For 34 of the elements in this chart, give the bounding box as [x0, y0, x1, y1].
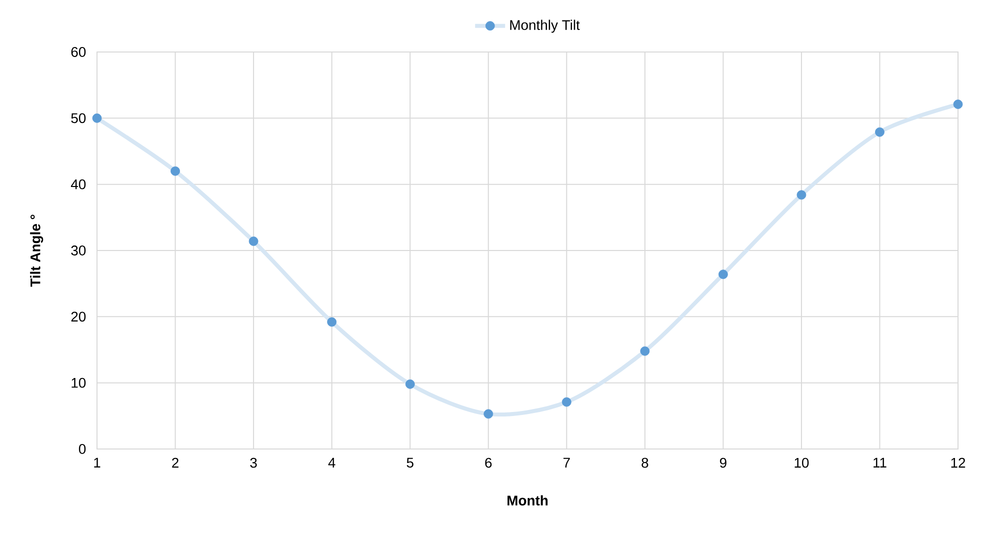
point [953, 100, 963, 109]
x-axis-title: Month [508, 495, 548, 506]
point [562, 397, 572, 407]
x-tick-label: 2 [172, 458, 178, 468]
x-tick-label: 11 [874, 458, 886, 468]
x-tick-label: 10 [794, 458, 809, 468]
point [875, 127, 884, 137]
point [248, 236, 258, 246]
y-tick-label: 50 [71, 113, 86, 124]
x-tick-label: 7 [563, 458, 570, 468]
y-tick-label: 60 [71, 47, 86, 57]
x-tick-label: 9 [720, 458, 726, 468]
y-tick-label: 10 [72, 378, 86, 388]
x-tick-label: 4 [328, 458, 336, 468]
point [92, 113, 102, 123]
x-tick-label: 1 [94, 458, 100, 468]
x-tick-label: 12 [951, 458, 966, 468]
point [327, 317, 337, 327]
y-tick-label: 0 [78, 444, 86, 454]
point [640, 346, 650, 356]
point [405, 379, 415, 389]
y-tick-label: 20 [71, 312, 86, 322]
y-axis-title: Tilt Angle ° [30, 214, 44, 287]
point [796, 190, 806, 200]
y-tick-label: 40 [70, 179, 86, 190]
legend-label: Monthly Tilt [510, 20, 580, 33]
x-tick-label: 6 [485, 458, 492, 468]
point [718, 270, 728, 280]
point [170, 166, 180, 176]
x-tick-label: 8 [642, 458, 648, 468]
x-tick-label: 3 [250, 458, 257, 468]
point [484, 409, 494, 419]
x-tick-label: 5 [406, 458, 414, 468]
y-tick-label: 30 [71, 246, 86, 256]
